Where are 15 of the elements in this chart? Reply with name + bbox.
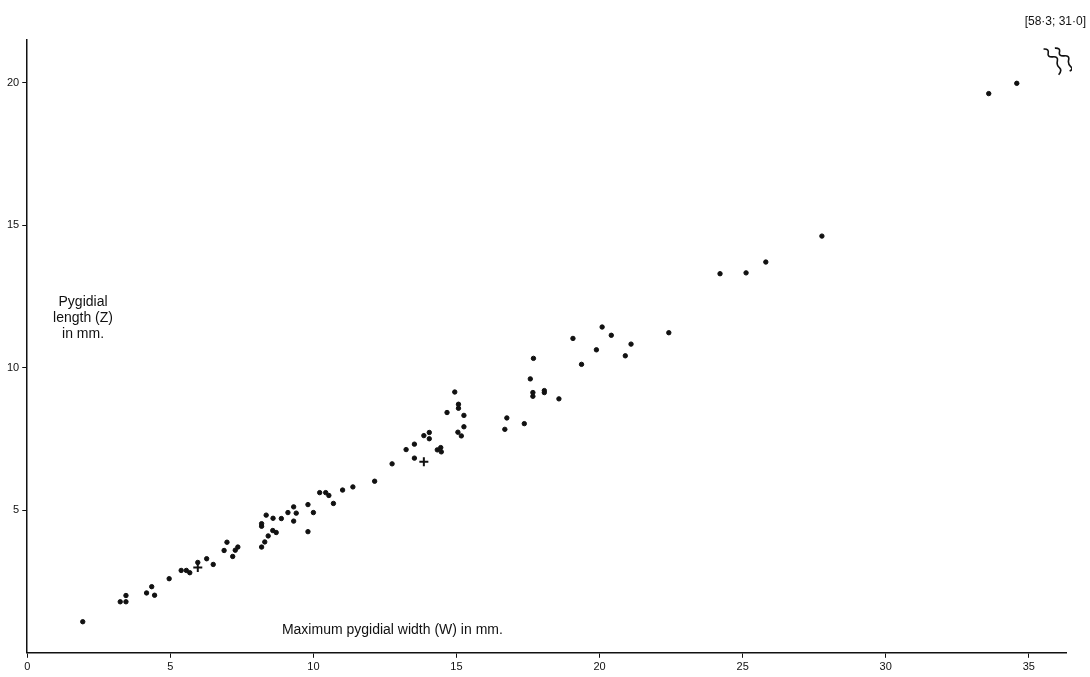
x-tick-label: 35 <box>1022 660 1035 673</box>
x-tick-label: 20 <box>593 660 606 673</box>
x-tick-label: 10 <box>307 660 320 673</box>
x-tick-label: 30 <box>879 660 892 673</box>
x-tick-label: 0 <box>24 660 31 673</box>
y-tick-label: 10 <box>6 360 20 373</box>
x-axis-title: Maximum pygidial width (W) in mm. <box>281 620 503 637</box>
y-axis-title: Pygidial length (Z) in mm. <box>53 293 113 342</box>
y-tick-label: 5 <box>13 503 20 516</box>
y-tick-label: 15 <box>6 218 20 231</box>
y-tick-label: 20 <box>6 75 20 88</box>
x-tick-label: 25 <box>736 660 749 673</box>
x-tick-label: 15 <box>450 660 463 673</box>
x-tick-label: 5 <box>167 660 174 673</box>
text: [58·3; 31·0] <box>1024 14 1086 29</box>
